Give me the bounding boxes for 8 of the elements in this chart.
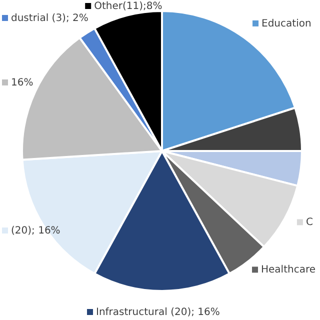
legend-label: Healthcare: [261, 264, 316, 276]
legend-label: 16%: [11, 77, 34, 88]
legend-label: C: [306, 217, 313, 228]
legend-label: Other(11);8%: [94, 1, 162, 12]
legend-label: Education: [262, 18, 312, 30]
legend-label: dustrial (3); 2%: [11, 12, 88, 24]
legend-label: (20); 16%: [11, 226, 60, 237]
legend-label: Infrastructural (20); 16%: [96, 307, 220, 318]
